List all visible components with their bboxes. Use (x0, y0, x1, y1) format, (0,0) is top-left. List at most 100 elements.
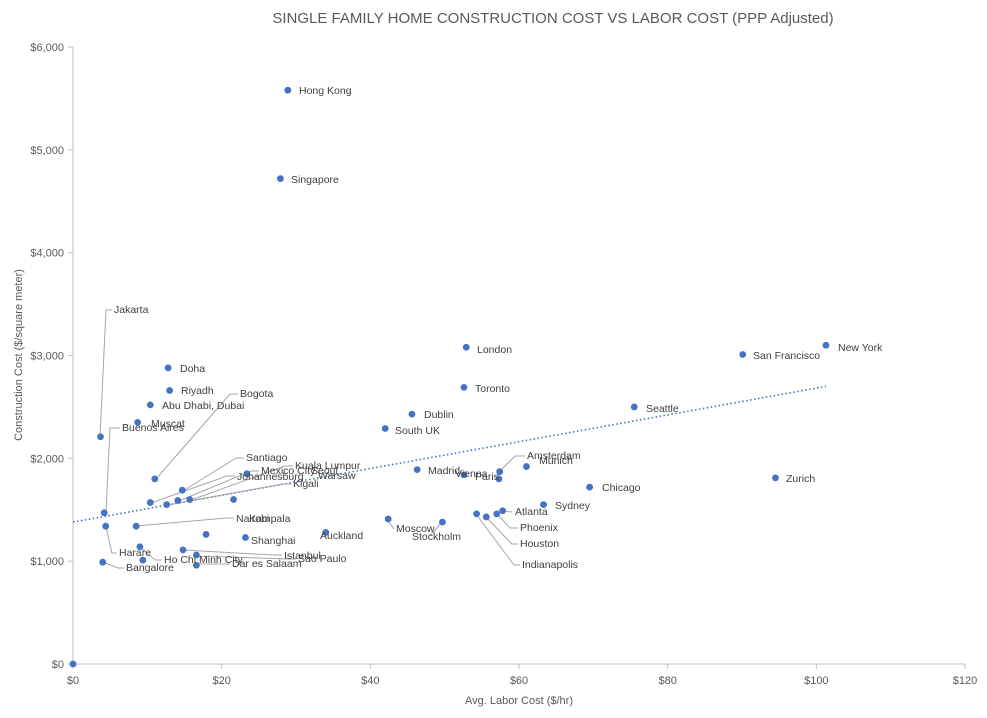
leader-line-amsterdam (499, 455, 525, 472)
data-point-sydney (540, 501, 547, 509)
data-label-sao-paulo: Sao Paulo (298, 553, 347, 565)
data-point-bogota (151, 475, 159, 483)
data-label-atlanta: Atlanta (515, 506, 548, 518)
data-label-moscow: Moscow (396, 523, 435, 535)
data-label-new-york: New York (838, 342, 883, 354)
leader-line-bogota (155, 393, 238, 480)
leader-line-houston (485, 516, 518, 545)
data-label-ho-chi-minh-city: Ho Chi Minh City (164, 554, 244, 566)
data-label-seoul: Seoul (311, 465, 338, 477)
data-point-zurich (772, 474, 779, 482)
x-tick-label: $120 (953, 675, 977, 687)
data-labels: Hong Kong Singapore Jakarta London New York S… (114, 85, 883, 574)
data-point-madrid (413, 466, 421, 474)
data-point-munich (523, 463, 530, 470)
data-label-johannesburg: Johannesburg (237, 471, 304, 483)
x-tick-label: $40 (361, 675, 379, 687)
data-label-buenos-aires: Buenos Aires (122, 422, 184, 434)
data-point-atlanta (499, 507, 507, 515)
data-point-doha (164, 364, 172, 372)
leader-line-indianapolis (475, 513, 520, 566)
y-tick-label: $5,000 (30, 145, 64, 157)
data-point-vienna (460, 471, 468, 479)
y-tick-label: $4,000 (30, 248, 64, 260)
data-point-johannesburg (146, 499, 154, 506)
leader-line-bangalore (102, 561, 124, 569)
x-tick-label: $80 (658, 675, 676, 687)
data-point-amsterdam (496, 468, 504, 476)
data-label-mexico-city: Mexico City (261, 465, 316, 477)
data-label-houston: Houston (520, 538, 559, 550)
data-point-san-francisco (739, 351, 747, 358)
data-point-nairobi (132, 522, 140, 530)
data-label-singapore: Singapore (291, 174, 339, 186)
leader-line-harare (105, 526, 117, 554)
y-axis-ticks: $0 $1,000 $2,000 $3,000 $4,000 $5,000 $6,000 (30, 42, 73, 671)
data-label-paris: Paris (475, 471, 499, 483)
data-label-madrid: Madrid (428, 465, 460, 477)
data-point-kampala (202, 531, 210, 538)
data-label-muscat: Muscat (151, 418, 185, 430)
data-label-dublin: Dublin (424, 409, 454, 421)
data-label-abu-dhabi-dubai: Abu Dhabi, Dubai (162, 400, 244, 412)
data-label-chicago: Chicago (602, 482, 641, 494)
data-label-nairobi: Nairobi (236, 513, 269, 525)
data-point-moscow (384, 515, 392, 523)
data-point-seoul (243, 470, 251, 478)
data-label-zurich: Zurich (786, 473, 815, 485)
leader-line-phoenix (496, 513, 518, 529)
leader-line-istanbul (182, 549, 282, 556)
data-label-san-francisco: San Francisco (753, 350, 820, 362)
data-point-indianapolis (473, 510, 481, 518)
data-label-kampala: Kampala (249, 513, 291, 525)
x-tick-label: $100 (804, 675, 828, 687)
x-axis-ticks: $0 $20 $40 $60 $80 $100 $120 (67, 664, 977, 687)
data-label-jakarta: Jakarta (114, 304, 149, 316)
leader-line-johannesburg (150, 475, 235, 504)
data-point-unlabeled (69, 660, 77, 668)
data-label-sydney: Sydney (555, 500, 591, 512)
y-tick-label: $3,000 (30, 351, 64, 363)
leader-line-sao-paulo (194, 555, 296, 560)
data-point-unlabeled (139, 556, 147, 564)
data-point-harare (102, 522, 110, 530)
data-point-sao-paulo (192, 551, 200, 559)
leader-lines (99, 309, 525, 569)
data-label-south-uk: South UK (395, 425, 440, 437)
data-label-kuala-lumpur: Kuala Lumpur (295, 460, 361, 472)
data-label-stockholm: Stockholm (412, 531, 461, 543)
data-label-seattle: Seattle (646, 403, 679, 415)
chart-title: SINGLE FAMILY HOME CONSTRUCTION COST VS … (272, 10, 833, 27)
data-point-istanbul (179, 546, 187, 554)
data-point-toronto (460, 383, 468, 391)
x-tick-label: $0 (67, 675, 79, 687)
data-point-shanghai (242, 534, 249, 541)
data-point-paris (495, 475, 503, 483)
leader-line-mexico-city (178, 470, 259, 502)
data-point-new-york (822, 341, 830, 349)
data-point-seattle (630, 403, 638, 411)
data-point-riyadh (166, 387, 174, 394)
data-label-harare: Harare (119, 547, 151, 559)
y-tick-label: $1,000 (30, 556, 64, 568)
data-point-auckland (322, 528, 330, 536)
leader-line-ho-chi-minh-city (139, 546, 162, 561)
data-point-buenos-aires (100, 509, 108, 517)
data-label-london: London (477, 344, 512, 356)
data-label-santiago: Santiago (246, 452, 288, 464)
data-label-bangalore: Bangalore (126, 562, 174, 574)
data-point-warsaw (230, 496, 237, 503)
data-point-london (462, 343, 470, 351)
x-tick-label: $60 (510, 675, 528, 687)
data-label-munich: Munich (539, 455, 573, 467)
data-point-mexico-city (174, 497, 182, 504)
leader-line-nairobi (135, 517, 234, 527)
data-label-amsterdam: Amsterdam (527, 450, 581, 462)
data-label-bogota: Bogota (240, 388, 273, 400)
x-tick-label: $20 (212, 675, 230, 687)
leader-line-kuala-lumpur (190, 465, 293, 501)
data-label-riyadh: Riyadh (181, 385, 214, 397)
data-point-muscat (134, 418, 142, 426)
data-point-kuala-lumpur (186, 496, 194, 503)
